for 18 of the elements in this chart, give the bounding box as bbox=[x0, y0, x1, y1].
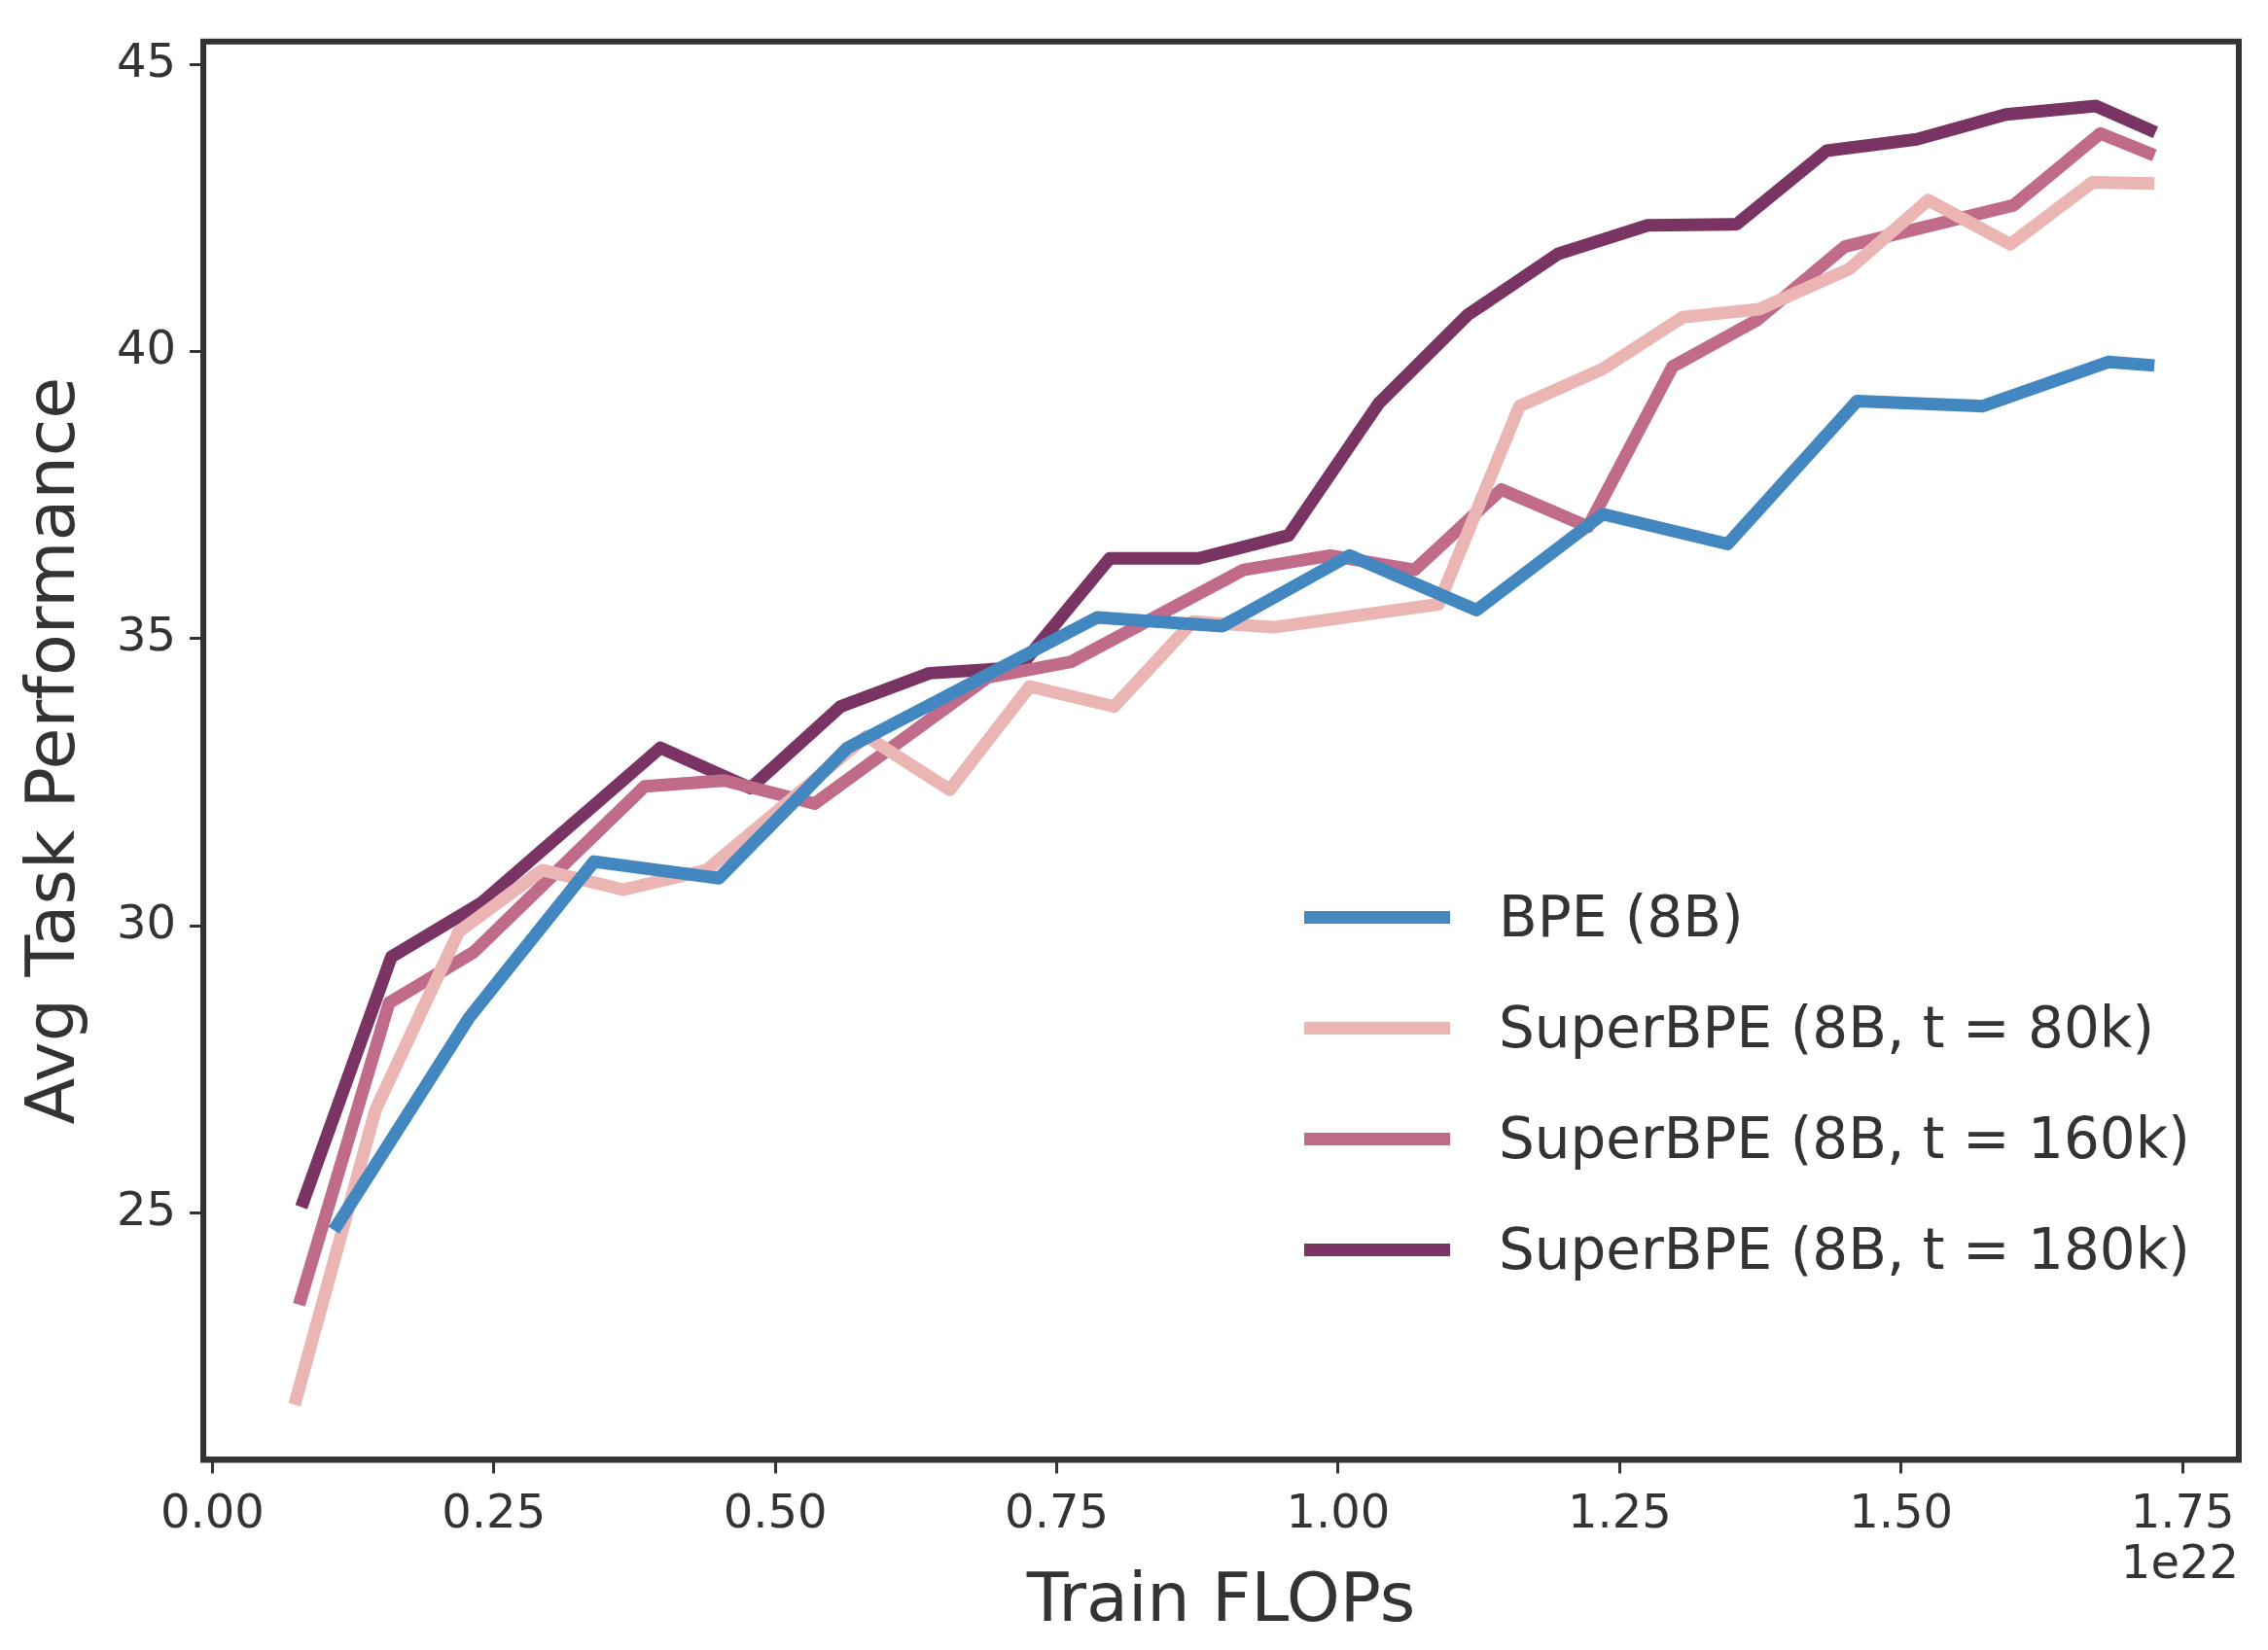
legend-label: SuperBPE (8B, t = 80k) bbox=[1498, 995, 2155, 1061]
x-tick-label: 1.50 bbox=[1849, 1483, 1954, 1538]
legend-label: SuperBPE (8B, t = 180k) bbox=[1498, 1216, 2190, 1282]
x-axis-title: Train FLOPs bbox=[1025, 1558, 1416, 1638]
x-tick-label: 0.00 bbox=[159, 1483, 265, 1538]
y-tick-label: 25 bbox=[117, 1180, 177, 1236]
legend-label: BPE (8B) bbox=[1498, 884, 1744, 950]
y-tick-label: 35 bbox=[117, 607, 177, 662]
legend-label: SuperBPE (8B, t = 160k) bbox=[1498, 1106, 2190, 1172]
x-tick-label: 0.50 bbox=[723, 1483, 828, 1538]
x-tick-label: 0.25 bbox=[442, 1483, 547, 1538]
y-tick-label: 45 bbox=[117, 32, 177, 88]
y-tick-label: 30 bbox=[117, 894, 177, 949]
x-tick-label: 1.25 bbox=[1567, 1483, 1672, 1538]
x-tick-label: 1.00 bbox=[1286, 1483, 1391, 1538]
y-axis-title: Avg Task Performance bbox=[11, 376, 91, 1125]
y-tick-label: 40 bbox=[117, 320, 177, 375]
x-tick-label: 0.75 bbox=[1005, 1483, 1109, 1538]
